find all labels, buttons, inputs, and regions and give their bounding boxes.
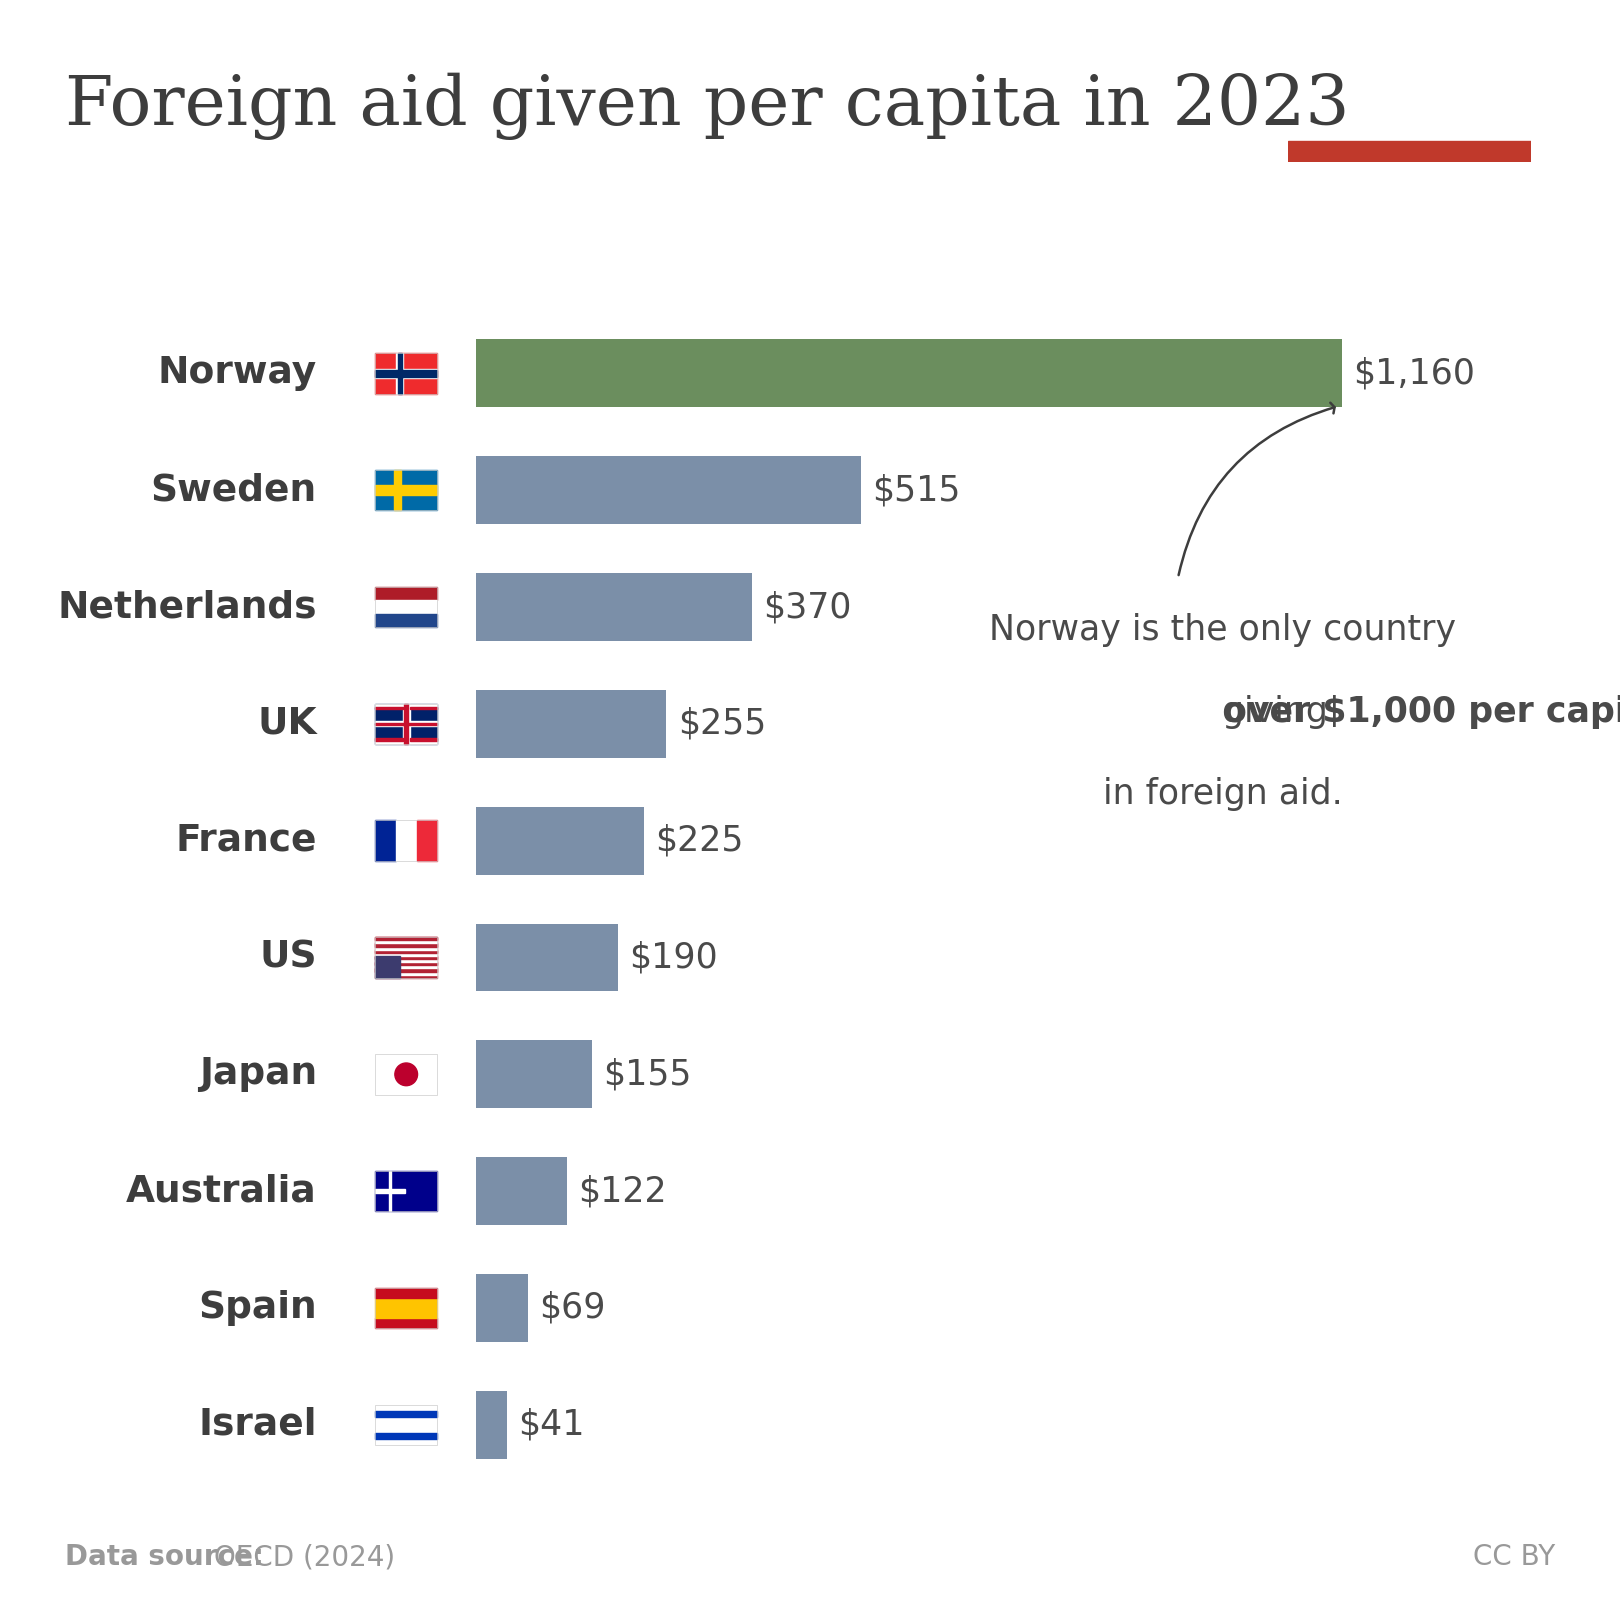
Text: $190: $190: [629, 941, 718, 975]
Text: US: US: [259, 940, 318, 975]
Text: $41: $41: [518, 1408, 585, 1442]
Text: Australia: Australia: [126, 1173, 318, 1209]
Text: Netherlands: Netherlands: [57, 590, 318, 625]
Text: in foreign aid.: in foreign aid.: [1103, 778, 1343, 812]
Bar: [476, 1157, 567, 1225]
Text: $225: $225: [654, 823, 744, 857]
Text: Israel: Israel: [198, 1406, 318, 1443]
Bar: [476, 923, 617, 991]
Bar: [476, 573, 752, 642]
Bar: [476, 1392, 507, 1458]
Text: Norway is the only country: Norway is the only country: [990, 614, 1456, 648]
Text: Sweden: Sweden: [151, 471, 318, 509]
Text: Data source:: Data source:: [65, 1544, 264, 1571]
Bar: [476, 807, 645, 875]
Text: $155: $155: [603, 1058, 692, 1092]
Text: $122: $122: [578, 1174, 667, 1209]
Bar: [476, 340, 1343, 407]
Text: CC BY: CC BY: [1473, 1544, 1555, 1571]
Text: Foreign aid given per capita in 2023: Foreign aid given per capita in 2023: [65, 73, 1349, 141]
Text: in Data: in Data: [1361, 109, 1458, 133]
Bar: [476, 1273, 528, 1341]
Text: $515: $515: [872, 473, 961, 507]
Bar: [1288, 141, 1531, 162]
Text: UK: UK: [258, 706, 318, 742]
Bar: [476, 690, 666, 758]
Text: France: France: [175, 823, 318, 859]
Text: Japan: Japan: [199, 1056, 318, 1092]
Bar: [476, 1040, 591, 1108]
Text: Norway: Norway: [157, 355, 318, 392]
Text: $255: $255: [677, 706, 766, 740]
Text: $69: $69: [539, 1291, 606, 1325]
Text: Spain: Spain: [198, 1290, 318, 1327]
Bar: [476, 457, 860, 525]
Text: OECD (2024): OECD (2024): [214, 1544, 395, 1571]
Text: Our World: Our World: [1341, 66, 1477, 89]
Text: over $1,000 per capita: over $1,000 per capita: [1223, 695, 1620, 729]
Text: giving: giving: [1221, 695, 1338, 729]
Text: $1,160: $1,160: [1353, 356, 1476, 390]
Text: $370: $370: [763, 590, 852, 624]
